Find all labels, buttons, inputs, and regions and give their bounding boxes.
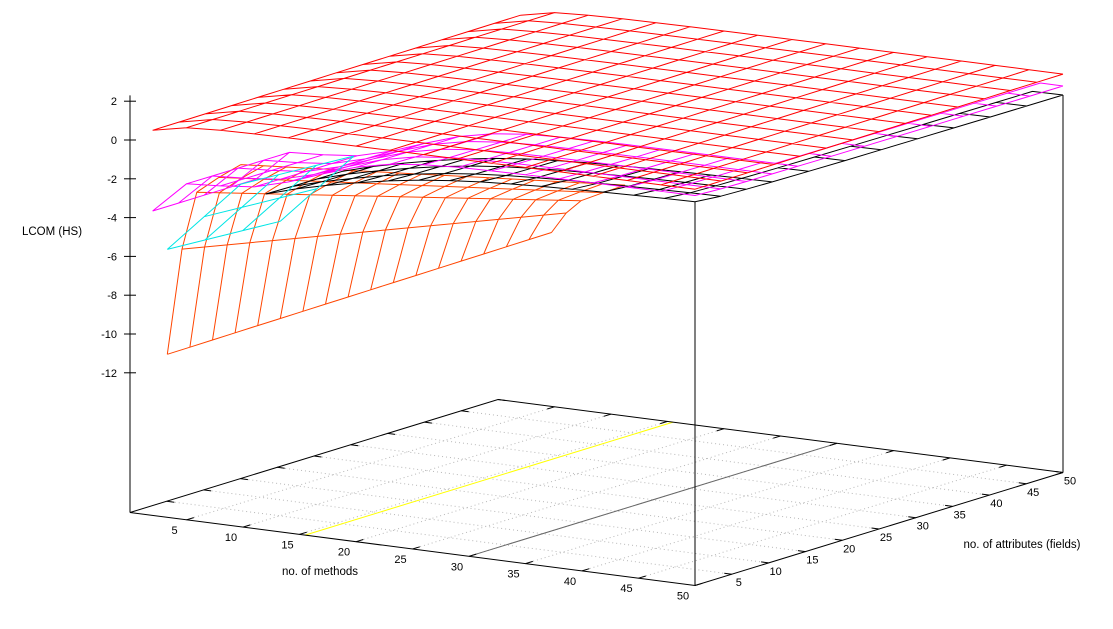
x-tick-label: 5 (171, 525, 177, 537)
z-tick-label: -8 (107, 290, 117, 302)
orange-surface-mesh (166, 164, 626, 355)
z-tick-label: -4 (107, 213, 117, 225)
z-tick-label: 0 (111, 135, 117, 147)
red-surface (152, 12, 1064, 190)
y-tick-label: 40 (990, 498, 1002, 510)
x-tick-label: 50 (677, 591, 689, 603)
y-tick-labels: 5 10 15 20 25 30 35 40 45 50 (736, 476, 1076, 590)
x-tick-label: 30 (451, 561, 463, 573)
y-tick-label: 35 (953, 509, 965, 521)
x-tick-label: 45 (620, 583, 632, 595)
z-tick-label: -2 (107, 174, 117, 186)
x-tick-label: 35 (507, 569, 519, 581)
y-tick-label: 25 (880, 532, 892, 544)
z-axis: 2 0 -2 -4 -6 -8 -10 -12 (101, 95, 136, 513)
y-tick-label: 10 (769, 566, 781, 578)
z-tick-label: -12 (101, 368, 117, 380)
cyan-surface (166, 155, 355, 250)
x-tick-label: 15 (281, 539, 293, 551)
y-tick-label: 45 (1027, 487, 1039, 499)
z-tick-label: -10 (101, 329, 117, 341)
z-axis-title: LCOM (HS) (21, 226, 83, 238)
x-tick-labels: 5 10 15 20 25 30 35 40 45 50 (171, 525, 689, 603)
y-tick-label: 50 (1064, 476, 1076, 488)
x-tick-label: 25 (394, 554, 406, 566)
x-tick-label: 10 (225, 532, 237, 544)
cyan-surface-mesh (166, 155, 355, 250)
y-axis-title: no. of attributes (fields) (963, 539, 1081, 551)
y-tick-label: 15 (806, 555, 818, 567)
red-surface-mesh (152, 12, 1064, 190)
base-grid (166, 406, 1027, 579)
orange-surface (166, 164, 626, 355)
y-tick-label: 20 (843, 543, 855, 555)
yellow-base-line (304, 421, 674, 536)
gray-base-line (468, 442, 838, 557)
z-tick-label: -6 (107, 251, 117, 263)
x-axis-title: no. of methods (281, 566, 359, 578)
y-tick-label: 5 (736, 577, 742, 589)
z-tick-label: 2 (111, 96, 117, 108)
x-tick-label: 40 (564, 576, 576, 588)
y-tick-label: 30 (917, 521, 929, 533)
x-tick-label: 20 (338, 547, 350, 559)
